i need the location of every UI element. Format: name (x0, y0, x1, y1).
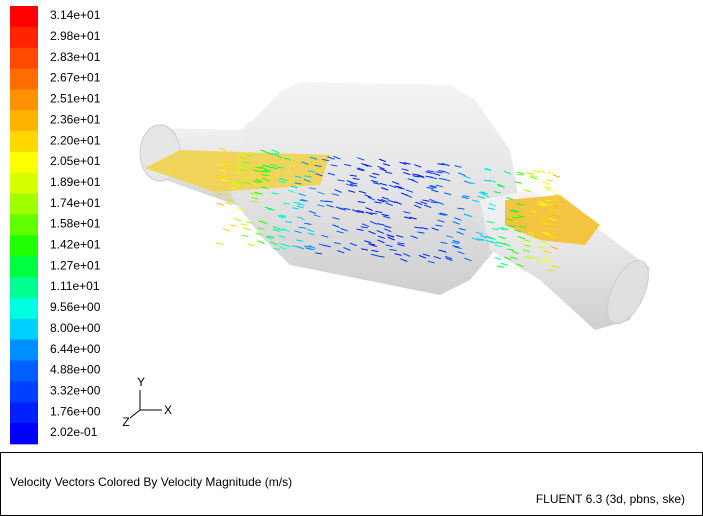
version: FLUENT 6.3 (3d, pbns, ske) (536, 492, 685, 506)
vector (516, 174, 523, 175)
legend-label: 1.58e+01 (50, 217, 101, 231)
vector (223, 229, 230, 232)
vector (234, 219, 241, 221)
legend-swatch (10, 152, 38, 173)
legend-label: 2.02e-01 (50, 425, 98, 439)
legend-swatch (10, 319, 38, 340)
legend-swatch (10, 6, 38, 27)
vector (257, 241, 264, 244)
vector (553, 175, 560, 177)
legend-swatch (10, 423, 38, 444)
legend-label: 1.89e+01 (50, 175, 101, 189)
legend-label: 2.51e+01 (50, 92, 101, 106)
legend-swatch (10, 298, 38, 319)
vector (546, 180, 553, 181)
legend-label: 2.05e+01 (50, 154, 101, 168)
legend-label: 1.42e+01 (50, 238, 101, 252)
legend-label: 2.67e+01 (50, 71, 101, 85)
axis-label-z: Z (122, 415, 129, 429)
vector (241, 235, 248, 236)
color-legend: 3.14e+01 2.98e+01 2.83e+01 2.67e+01 2.51e+01… (10, 6, 101, 444)
legend-swatch (10, 110, 38, 131)
vector (497, 266, 504, 267)
legend-swatch (10, 256, 38, 277)
legend-swatch (10, 194, 38, 215)
legend-swatch (10, 215, 38, 236)
vector (548, 172, 555, 174)
legend-label: 2.83e+01 (50, 50, 101, 64)
legend-label: 9.56e+00 (50, 300, 101, 314)
axis-label-x: X (164, 403, 172, 417)
axis-triad: Y X Z (122, 375, 172, 429)
vector (501, 263, 508, 265)
vector (240, 224, 247, 225)
fluent-window: 3.14e+01 2.98e+01 2.83e+01 2.67e+01 2.51e+01… (0, 0, 703, 516)
legend-swatch (10, 173, 38, 194)
legend-swatch (10, 360, 38, 381)
vector (527, 173, 534, 174)
legend-swatch (10, 27, 38, 48)
vector (230, 225, 237, 226)
vector (248, 244, 255, 246)
muffler-geometry (140, 82, 657, 330)
vector (217, 203, 224, 205)
legend-label: 2.36e+01 (50, 112, 101, 126)
legend-swatch (10, 277, 38, 298)
legend-swatch (10, 89, 38, 110)
vector (243, 228, 250, 230)
legend-label: 3.14e+01 (50, 8, 101, 22)
legend-swatch (10, 235, 38, 256)
legend-swatch (10, 48, 38, 69)
vector (216, 243, 223, 244)
legend-label: 1.27e+01 (50, 258, 101, 272)
legend-label: 1.11e+01 (50, 279, 100, 293)
legend-label: 1.76e+00 (50, 404, 101, 418)
legend-label: 2.98e+01 (50, 29, 101, 43)
legend-label: 1.74e+01 (50, 196, 101, 210)
legend-swatch (10, 340, 38, 361)
axis-label-y: Y (137, 375, 145, 389)
legend-swatch (10, 131, 38, 152)
legend-label: 8.00e+00 (50, 321, 101, 335)
vector (542, 182, 549, 185)
legend-label: 2.20e+01 (50, 133, 101, 147)
legend-label: 4.88e+00 (50, 363, 101, 377)
legend-label: 3.32e+00 (50, 383, 101, 397)
legend-label: 6.44e+00 (50, 342, 101, 356)
legend-swatch (10, 69, 38, 90)
vector (546, 189, 553, 190)
legend-swatch (10, 402, 38, 423)
vector (544, 187, 551, 188)
caption: Velocity Vectors Colored By Velocity Mag… (10, 475, 292, 489)
vector (495, 258, 502, 260)
legend-swatch (10, 381, 38, 402)
